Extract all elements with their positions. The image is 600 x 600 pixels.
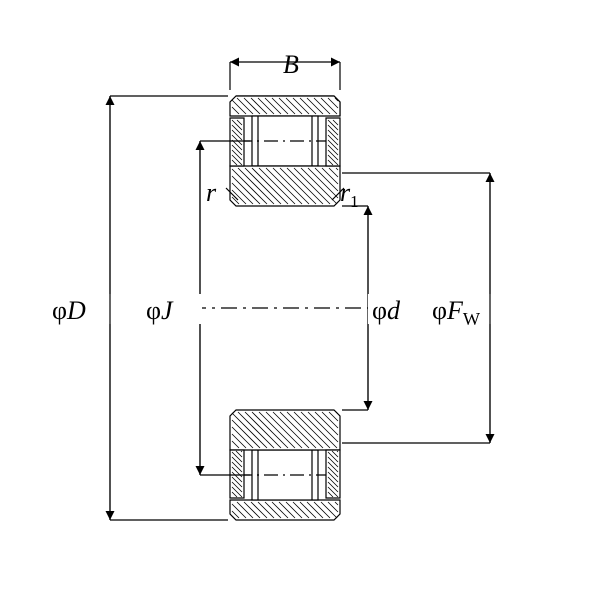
bearing-cross-section bbox=[0, 0, 600, 600]
label-phiFw: φFW bbox=[432, 296, 480, 330]
label-phiJ: φJ bbox=[146, 296, 173, 326]
label-phiD: φD bbox=[52, 296, 86, 326]
label-phid: φd bbox=[372, 296, 400, 326]
label-r1: r1 bbox=[340, 178, 359, 212]
label-B: B bbox=[283, 50, 299, 80]
label-r: r bbox=[206, 178, 216, 208]
